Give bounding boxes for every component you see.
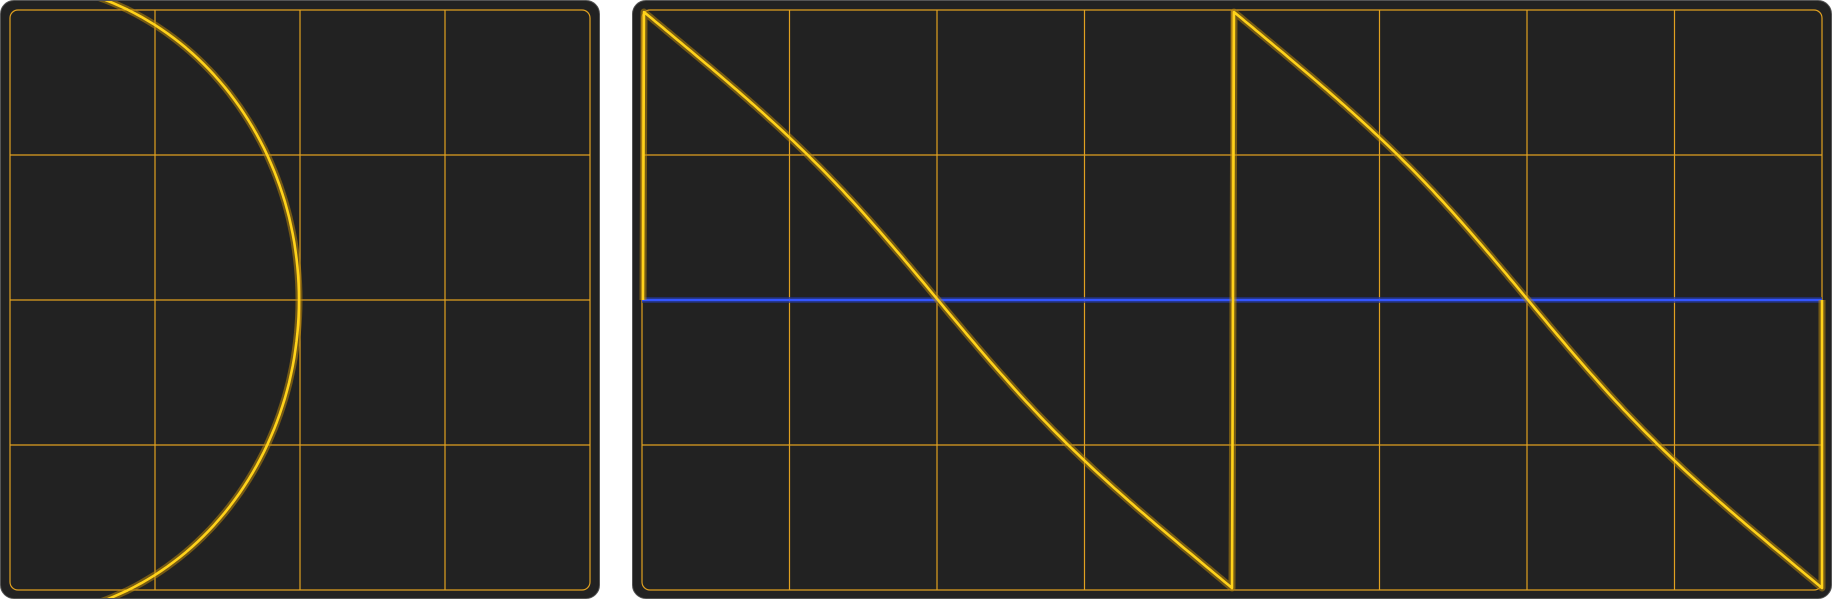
graticule bbox=[10, 10, 590, 590]
xy-scope-panel bbox=[0, 0, 600, 599]
time-trace bbox=[641, 10, 1824, 590]
time-scope-display bbox=[639, 8, 1826, 592]
time-scope-panel bbox=[632, 0, 1832, 599]
xy-trace bbox=[104, 1, 301, 598]
xy-scope-display bbox=[9, 1, 591, 598]
